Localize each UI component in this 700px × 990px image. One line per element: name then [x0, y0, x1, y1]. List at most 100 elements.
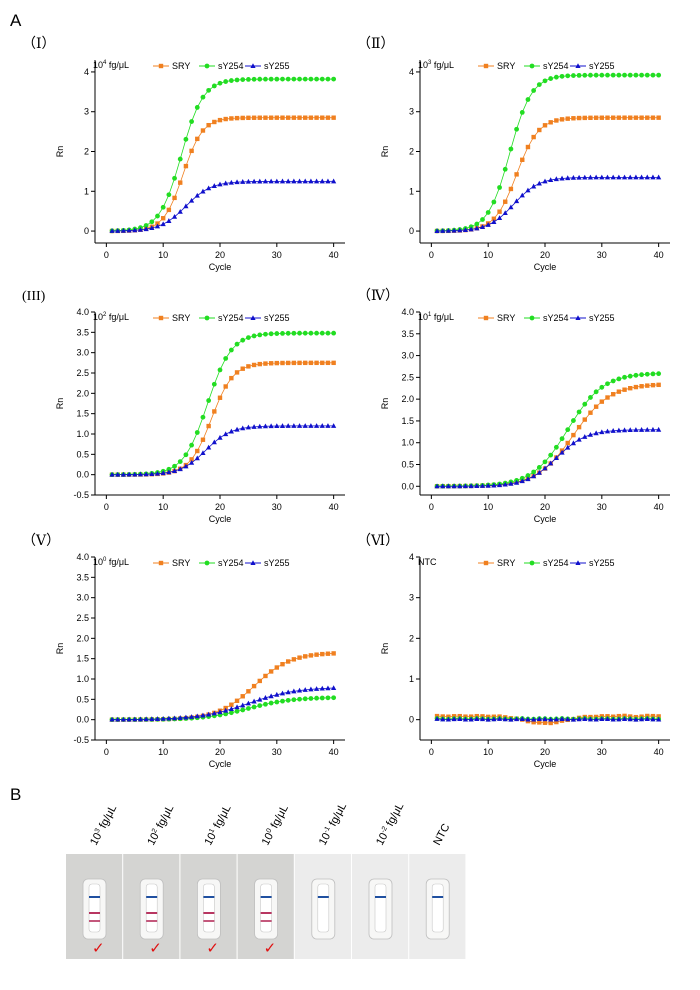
x-tick-label: 20 [215, 250, 225, 260]
series-line [112, 653, 334, 721]
data-point [291, 178, 297, 184]
series-SRY [109, 360, 336, 477]
data-point [314, 695, 319, 701]
legend-marker [529, 63, 535, 69]
data-point [440, 714, 445, 719]
y-tick-label: 1.0 [76, 429, 89, 439]
y-tick-label: 0.0 [401, 481, 414, 491]
data-point [285, 178, 291, 184]
data-point [223, 79, 229, 84]
data-point [206, 423, 211, 429]
data-point [268, 115, 274, 120]
data-point [451, 483, 457, 489]
data-point [149, 471, 155, 477]
data-point [274, 115, 280, 120]
data-point [622, 713, 627, 719]
y-tick-label: 2.5 [401, 372, 414, 382]
data-point [177, 715, 183, 720]
data-point [189, 442, 194, 448]
data-point [587, 431, 594, 437]
data-point [628, 386, 633, 391]
data-point [513, 716, 520, 722]
series-sY255 [109, 423, 337, 477]
y-tick-label: 3 [409, 593, 414, 603]
data-point [638, 716, 645, 722]
data-point [279, 690, 286, 696]
data-point [462, 483, 469, 489]
data-point [285, 330, 291, 336]
data-point [200, 437, 206, 442]
x-tick-label: 0 [104, 747, 109, 757]
control-line [203, 896, 215, 898]
data-point [319, 695, 325, 701]
y-tick-label: 0 [409, 715, 414, 725]
concentration-label: 100 fg/μL [93, 557, 129, 567]
test-line [203, 920, 215, 922]
test-line [146, 912, 158, 914]
data-point [451, 714, 457, 719]
data-point [440, 228, 446, 233]
data-point [229, 116, 234, 121]
data-point [240, 115, 245, 121]
y-axis-label: Rn [380, 146, 390, 158]
data-point [542, 716, 548, 722]
data-point [633, 716, 639, 722]
data-point [331, 115, 336, 120]
data-point [588, 410, 593, 415]
data-point [303, 654, 308, 659]
data-point [604, 428, 611, 434]
panel-label: (III) [22, 289, 46, 304]
y-tick-label: 3 [409, 107, 414, 117]
data-point [587, 174, 594, 180]
data-point [627, 427, 633, 433]
y-tick-label: 1.5 [76, 654, 89, 664]
positive-check-mark: ✓ [264, 940, 277, 957]
data-point [508, 204, 514, 210]
series-sY254 [109, 76, 337, 234]
y-tick-label: 2.0 [76, 633, 89, 643]
legend-label: sY255 [589, 313, 615, 323]
data-point [155, 221, 160, 226]
data-point [257, 703, 263, 709]
data-point [126, 227, 132, 233]
data-point [610, 72, 616, 78]
data-point [314, 652, 319, 657]
series-SRY [109, 115, 336, 234]
y-tick-label: 1.0 [401, 438, 414, 448]
legend-label: SRY [497, 313, 515, 323]
data-point [319, 685, 325, 691]
control-line [146, 896, 158, 898]
data-point [576, 409, 582, 415]
lateral-flow-strips: ✓ 103 fg/μL ✓ 102 fg/μL ✓ 101 fg/μL ✓ 100 fg/μL… [66, 801, 466, 959]
data-point [639, 372, 644, 378]
data-point [536, 469, 542, 475]
data-point [496, 716, 503, 721]
data-point [519, 109, 525, 115]
data-point [234, 708, 240, 714]
data-point [616, 115, 622, 120]
data-point [280, 331, 285, 336]
test-window [374, 883, 387, 933]
data-point [268, 331, 274, 337]
data-point [308, 178, 314, 184]
y-tick-label: 3.0 [401, 351, 414, 361]
data-point [588, 115, 593, 121]
data-point [172, 175, 177, 181]
data-point [474, 483, 480, 489]
data-point [565, 116, 570, 121]
data-point [206, 122, 211, 128]
data-point [206, 444, 212, 450]
data-point [137, 716, 144, 722]
data-point [240, 337, 246, 343]
legend-label: SRY [497, 558, 515, 568]
data-point [656, 382, 661, 388]
data-point [223, 180, 229, 186]
data-point [257, 678, 262, 684]
data-point [656, 714, 661, 719]
x-tick-label: 30 [597, 250, 607, 260]
data-point [599, 384, 605, 390]
data-point [610, 174, 616, 180]
data-point [251, 704, 257, 710]
test-window [203, 883, 215, 933]
data-point [297, 655, 302, 660]
